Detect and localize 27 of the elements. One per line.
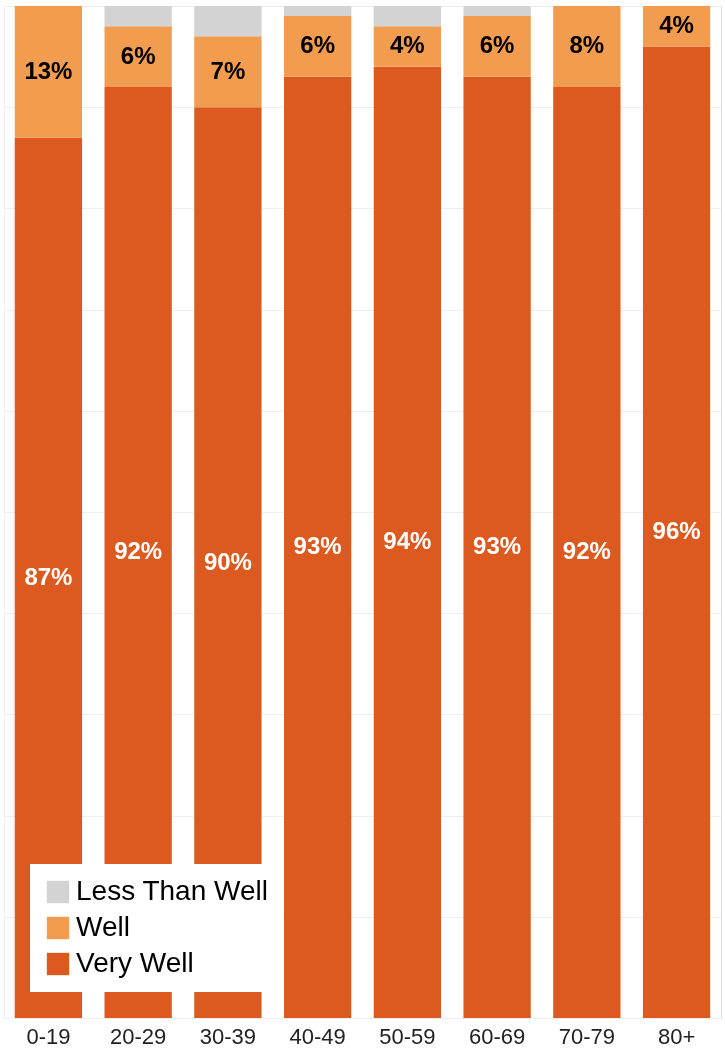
x-tick-label: 20-29: [110, 1023, 167, 1049]
data-label: 13%: [24, 56, 73, 84]
x-tick-label: 30-39: [199, 1023, 257, 1049]
data-label: 6%: [120, 41, 156, 69]
data-label: 7%: [210, 56, 246, 84]
x-tick-label: 50-59: [379, 1023, 436, 1049]
x-tick-label: 60-69: [468, 1023, 526, 1049]
data-label: 6%: [479, 31, 515, 59]
data-label: 6%: [300, 31, 335, 59]
data-label: 90%: [203, 547, 252, 575]
data-label: 8%: [569, 31, 605, 59]
x-tick-label: 80+: [657, 1023, 696, 1049]
data-label: 4%: [390, 31, 425, 59]
data-label: 93%: [473, 532, 522, 560]
data-label: 93%: [293, 532, 342, 560]
data-label: 96%: [652, 517, 701, 545]
x-tick-label: 70-79: [558, 1023, 615, 1049]
legend-label: Very Well: [76, 947, 194, 978]
x-tick-label: 0-19: [26, 1023, 71, 1049]
data-label: 92%: [114, 537, 163, 565]
legend-label: Well: [76, 911, 130, 942]
data-label: 94%: [383, 527, 432, 555]
data-label: 4%: [659, 11, 694, 39]
data-label: 87%: [24, 562, 73, 590]
legend-label: Less Than Well: [76, 875, 268, 906]
data-label: 92%: [562, 537, 611, 565]
x-tick-label: 40-49: [289, 1023, 346, 1049]
